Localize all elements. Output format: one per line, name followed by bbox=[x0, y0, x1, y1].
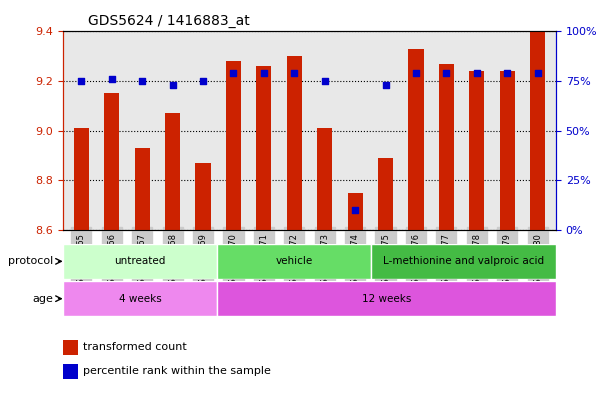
Text: GDS5624 / 1416883_at: GDS5624 / 1416883_at bbox=[88, 14, 249, 28]
Text: percentile rank within the sample: percentile rank within the sample bbox=[83, 366, 270, 376]
Bar bbox=[287, 56, 302, 230]
Bar bbox=[499, 71, 515, 230]
Text: 4 weeks: 4 weeks bbox=[119, 294, 162, 304]
Point bbox=[320, 78, 329, 84]
Point bbox=[259, 70, 269, 76]
Bar bbox=[217, 244, 371, 279]
Point bbox=[381, 82, 391, 88]
Bar bbox=[317, 128, 332, 230]
Point bbox=[411, 70, 421, 76]
Bar bbox=[63, 244, 217, 279]
Point bbox=[442, 70, 451, 76]
Point bbox=[502, 70, 512, 76]
Text: vehicle: vehicle bbox=[275, 256, 313, 266]
Point bbox=[472, 70, 481, 76]
Bar bbox=[409, 49, 424, 230]
Point bbox=[533, 70, 543, 76]
Bar bbox=[371, 244, 556, 279]
Point bbox=[228, 70, 238, 76]
Text: age: age bbox=[32, 294, 53, 304]
Bar bbox=[439, 64, 454, 230]
Point bbox=[107, 76, 117, 82]
Point bbox=[350, 207, 360, 213]
Point bbox=[168, 82, 177, 88]
Bar bbox=[165, 113, 180, 230]
Text: 12 weeks: 12 weeks bbox=[362, 294, 411, 304]
Bar bbox=[63, 281, 217, 316]
Bar bbox=[469, 71, 484, 230]
Point bbox=[198, 78, 208, 84]
Bar bbox=[104, 94, 120, 230]
Bar bbox=[217, 281, 556, 316]
Bar bbox=[347, 193, 363, 230]
Bar bbox=[74, 128, 89, 230]
Bar bbox=[378, 158, 393, 230]
Text: L-methionine and valproic acid: L-methionine and valproic acid bbox=[383, 256, 544, 266]
Point bbox=[290, 70, 299, 76]
Point bbox=[138, 78, 147, 84]
Bar bbox=[63, 340, 78, 355]
Text: protocol: protocol bbox=[8, 256, 53, 266]
Bar bbox=[63, 364, 78, 379]
Text: untreated: untreated bbox=[114, 256, 166, 266]
Bar bbox=[530, 31, 545, 230]
Bar bbox=[195, 163, 210, 230]
Text: transformed count: transformed count bbox=[83, 342, 186, 352]
Bar bbox=[256, 66, 272, 230]
Point bbox=[76, 78, 86, 84]
Bar bbox=[135, 148, 150, 230]
Bar bbox=[226, 61, 241, 230]
